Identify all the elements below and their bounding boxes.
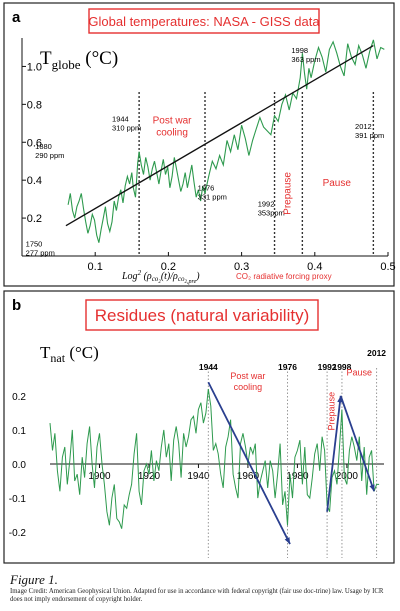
x-tick-label: 1940 — [187, 471, 210, 482]
trend-arrow — [339, 395, 375, 492]
top-year-label: 1944 — [199, 362, 218, 372]
series-line — [67, 39, 385, 243]
trend-arrow — [326, 395, 342, 512]
region-label: cooling — [234, 382, 263, 392]
panel-a-xlabel-note: CO₂ radiative forcing proxy — [236, 272, 332, 281]
panel-a-letter: a — [12, 9, 21, 26]
series-line — [49, 388, 380, 529]
panel-a-title-box — [88, 8, 320, 34]
annotation-ppm: 353ppm — [258, 209, 285, 218]
annotation-ppm: 391 ppm — [355, 131, 384, 140]
region-label: Post war — [153, 115, 193, 126]
annotation-ppm: 290 ppm — [35, 151, 64, 160]
panel-a-xlabel: Log2 (ρco2(t)/ρco2,pre) — [121, 269, 200, 285]
x-tick-label: 1980 — [286, 471, 309, 482]
annotation-year: 1944 — [112, 114, 129, 123]
panel-a-ylabel: Tglobe (°C) — [40, 48, 118, 72]
y-tick-label: -0.2 — [9, 528, 27, 539]
top-year-label: 1992 — [318, 362, 337, 372]
trend-line — [65, 44, 374, 227]
x-tick-label: 1960 — [237, 471, 260, 482]
y-tick-label: 0.1 — [12, 426, 26, 437]
top-year-label: 1998 — [332, 362, 351, 372]
x-tick-label: 0.5 — [380, 261, 395, 273]
y-tick-label: 0.6 — [27, 137, 42, 149]
region-label: Prepause — [327, 392, 337, 431]
region-label: cooling — [156, 127, 188, 138]
y-tick-label: -0.1 — [9, 494, 27, 505]
arrow-head — [369, 484, 375, 492]
panel-a-frame — [3, 2, 395, 287]
x-tick-label: 0.1 — [88, 261, 103, 273]
arrow-head — [337, 395, 343, 403]
annotation-year: 1750 — [26, 240, 43, 249]
region-label: Pause — [346, 367, 372, 377]
y-tick-label: 0.8 — [27, 99, 42, 111]
panel-b-plot: 1900 1920 1940 1960 1980 2000-0.2-0.10.00.10.… — [9, 348, 386, 558]
x-tick-label: 0.2 — [161, 261, 176, 273]
panel-a-title: Global temperatures: NASA - GISS data — [88, 14, 320, 29]
y-tick-label: 0.0 — [12, 460, 26, 471]
annotation-year: 1976 — [198, 184, 215, 193]
panel-b-title-box — [85, 299, 319, 331]
annotation-ppm: 277 ppm — [26, 249, 55, 258]
x-tick-label: 1920 — [138, 471, 161, 482]
region-label: Pause — [323, 178, 352, 189]
annotation-year: 1992 — [258, 200, 275, 209]
x-tick-label: 1900 — [88, 471, 111, 482]
y-tick-label: 1.0 — [27, 61, 42, 73]
annotation-ppm: 310 ppm — [112, 123, 141, 132]
annotation-year: 1880 — [35, 142, 52, 151]
caption-title: Figure 1. — [10, 572, 58, 587]
panel-b-title: Residues (natural variability) — [95, 306, 309, 325]
caption-credit: Image Credit: American Geophysical Union… — [10, 588, 384, 604]
annotation-ppm: 363 ppm — [291, 55, 320, 64]
annotation-ppm: 331 ppm — [198, 193, 227, 202]
top-year-label: 2012 — [367, 348, 386, 358]
y-tick-label: 0.2 — [27, 213, 42, 225]
trend-arrow — [207, 381, 291, 545]
x-tick-label: 0.3 — [234, 261, 249, 273]
panel-b-letter: b — [12, 297, 21, 314]
annotation-year: 2012 — [355, 122, 372, 131]
region-label: Prepause — [283, 172, 294, 215]
x-tick-label: 0.4 — [307, 261, 322, 273]
annotation-year: 1998 — [291, 46, 308, 55]
top-year-label: 1976 — [278, 362, 297, 372]
panel-b-frame — [3, 290, 395, 564]
panel-b-ylabel: Tnat (°C) — [40, 343, 99, 365]
region-label: Post war — [230, 371, 265, 381]
arrow-head — [284, 537, 290, 545]
y-tick-label: 0.2 — [12, 392, 26, 403]
y-tick-label: 0.4 — [27, 175, 42, 187]
